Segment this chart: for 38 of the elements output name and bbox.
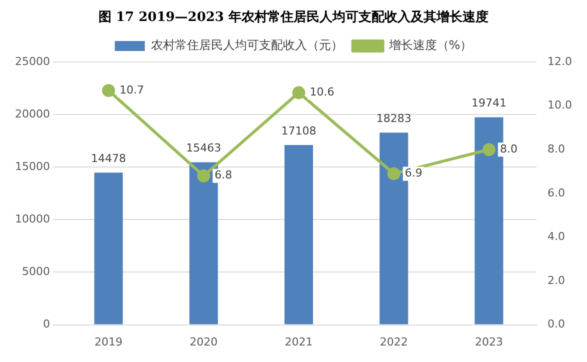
x-tick-label: 2022 — [380, 335, 408, 348]
y2-tick-label: 6.0 — [548, 186, 566, 200]
y-tick-label: 20000 — [14, 107, 50, 120]
x-tick-label: 2023 — [474, 335, 503, 348]
y-tick-label: 5000 — [22, 265, 50, 278]
legend-label: 增长速度（%） — [388, 38, 472, 52]
y-tick-label: 15000 — [14, 160, 50, 173]
data-label: 15463 — [186, 142, 222, 155]
data-label: 19741 — [471, 96, 506, 110]
y2-tick-label: 2.0 — [548, 274, 566, 287]
y-tick-label: 10000 — [14, 212, 50, 226]
y-tick-label: 25000 — [14, 54, 50, 68]
chart-title: 图 17 2019—2023 年农村常住居民人均可支配收入及其增长速度 — [97, 8, 490, 26]
data-label: 8.0 — [500, 142, 518, 156]
data-label: 14478 — [91, 152, 126, 165]
point — [197, 169, 210, 182]
data-label: 17108 — [281, 124, 316, 138]
y2-tick-label: 8.0 — [548, 142, 566, 156]
x-tick-label: 2019 — [94, 335, 123, 348]
y-tick-label: 0 — [42, 318, 50, 331]
data-label: 6.8 — [214, 168, 232, 182]
x-tick-label: 2021 — [284, 335, 313, 348]
legend-label: 农村常住居民人均可支配收入（元） — [150, 38, 343, 52]
y2-tick-label: 4.0 — [548, 230, 566, 244]
data-label: 6.9 — [404, 166, 422, 180]
bar — [284, 144, 314, 324]
x-tick-label: 2020 — [190, 335, 218, 348]
point — [482, 143, 496, 156]
y2-tick-label: 10.0 — [548, 98, 572, 112]
data-label: 10.7 — [120, 83, 144, 96]
point — [292, 86, 306, 100]
data-label: 18283 — [376, 112, 412, 125]
y2-tick-label: 12.0 — [548, 54, 572, 68]
point — [102, 84, 116, 97]
y2-tick-label: 0.0 — [548, 318, 566, 331]
data-label: 10.6 — [310, 86, 334, 99]
point — [387, 167, 400, 180]
bar — [94, 172, 123, 324]
